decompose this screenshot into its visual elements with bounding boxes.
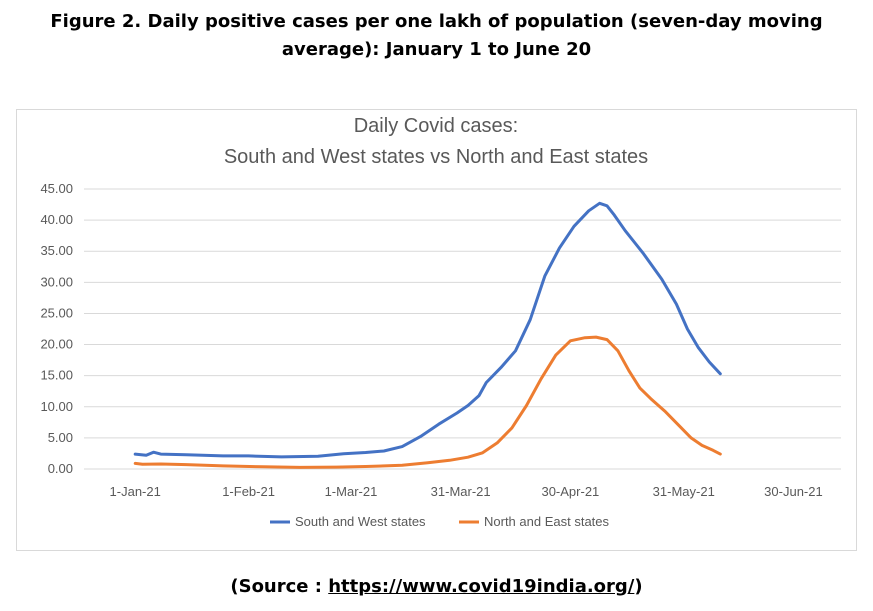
source-suffix: ) bbox=[634, 576, 643, 597]
series-lines bbox=[133, 201, 722, 469]
y-tick-label: 15.00 bbox=[40, 368, 73, 383]
y-tick-label: 45.00 bbox=[40, 181, 73, 196]
x-tick-label: 30-Apr-21 bbox=[541, 484, 599, 499]
figure-caption: Figure 2. Daily positive cases per one l… bbox=[0, 8, 873, 64]
source-note: (Source : https://www.covid19india.org/) bbox=[0, 576, 873, 597]
line-chart: Daily Covid cases: South and West states… bbox=[40, 115, 841, 529]
y-tick-label: 40.00 bbox=[40, 212, 73, 227]
figure-caption-line-2: average): January 1 to June 20 bbox=[281, 39, 592, 60]
x-tick-label: 31-Mar-21 bbox=[431, 484, 491, 499]
y-tick-label: 25.00 bbox=[40, 305, 73, 320]
y-tick-label: 35.00 bbox=[40, 243, 73, 258]
series-line-south-and-west bbox=[133, 201, 722, 459]
source-prefix: (Source : bbox=[230, 576, 329, 597]
x-tick-label: 1-Jan-21 bbox=[110, 484, 161, 499]
y-tick-label: 0.00 bbox=[48, 461, 73, 476]
source-link[interactable]: https://www.covid19india.org/ bbox=[328, 576, 635, 597]
y-tick-label: 5.00 bbox=[48, 430, 73, 445]
figure-caption-line-1: Figure 2. Daily positive cases per one l… bbox=[50, 11, 823, 32]
x-tick-label: 1-Feb-21 bbox=[222, 484, 275, 499]
legend-label: South and West states bbox=[295, 514, 426, 529]
x-tick-label: 1-Mar-21 bbox=[325, 484, 378, 499]
y-tick-label: 30.00 bbox=[40, 274, 73, 289]
series-line-north-and-east bbox=[133, 335, 722, 469]
x-tick-label: 31-May-21 bbox=[653, 484, 715, 499]
gridlines bbox=[84, 188, 841, 470]
legend: South and West states North and East stat… bbox=[270, 514, 610, 529]
y-tick-label: 20.00 bbox=[40, 337, 73, 352]
chart-title: Daily Covid cases: bbox=[354, 115, 519, 137]
chart-frame: Daily Covid cases: South and West states… bbox=[16, 109, 857, 551]
x-axis-tick-labels: 1-Jan-21 1-Feb-21 1-Mar-21 31-Mar-21 30-Apr-… bbox=[110, 484, 823, 499]
y-tick-label: 10.00 bbox=[40, 399, 73, 414]
x-tick-label: 30-Jun-21 bbox=[764, 484, 823, 499]
legend-label: North and East states bbox=[484, 514, 610, 529]
chart-subtitle: South and West states vs North and East … bbox=[224, 146, 648, 168]
y-axis-tick-labels: 0.00 5.00 10.00 15.00 20.00 25.00 30.00 35.00 40… bbox=[40, 181, 73, 476]
